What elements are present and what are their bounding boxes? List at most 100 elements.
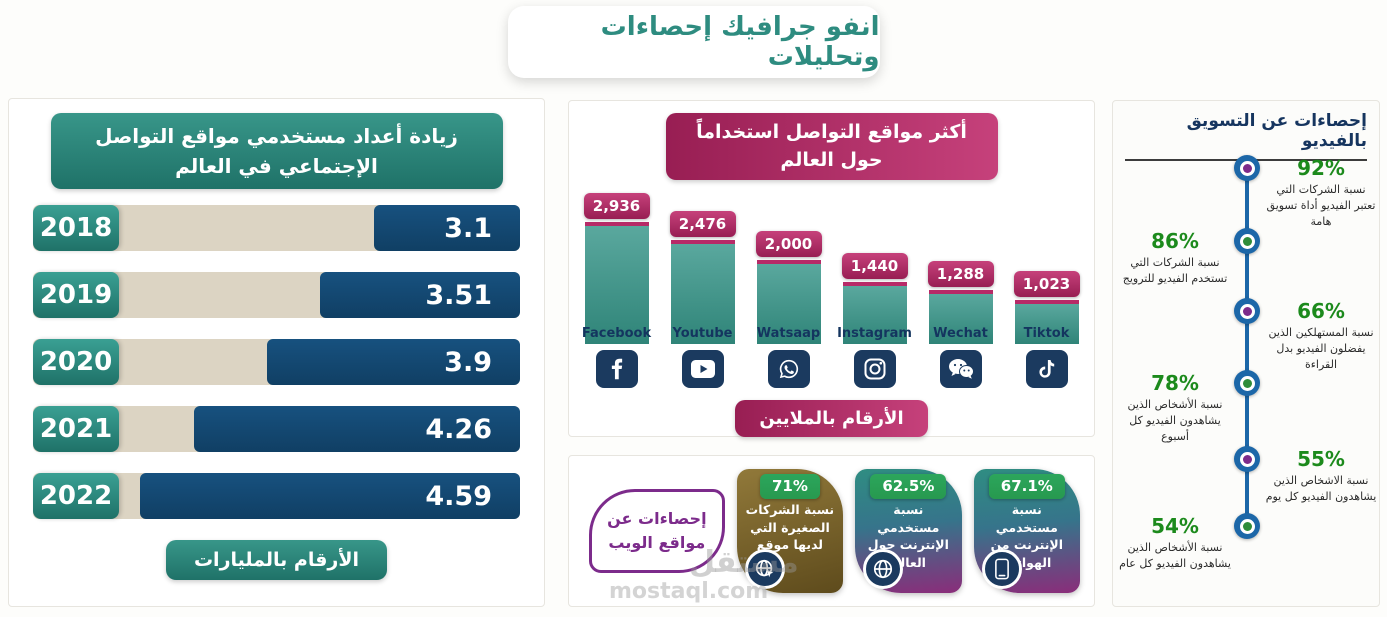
video-stat-pct: 66% — [1297, 299, 1345, 323]
growth-bar-row: 3.1 2018 — [33, 205, 520, 251]
growth-bar-value: 4.26 — [425, 413, 492, 445]
platform-name: Watsaap — [756, 326, 821, 342]
video-stat-pct: 86% — [1151, 229, 1199, 253]
video-stat-item: 66% نسبة المستهلكين الذين يفضلون الفيديو… — [1265, 299, 1377, 373]
tiktok-icon — [1025, 350, 1068, 389]
timeline-node — [1234, 370, 1260, 396]
timeline-node-ring — [1239, 375, 1255, 391]
web-stat-pct-badge: 62.5% — [870, 474, 947, 499]
growth-bars: 3.1 2018 3.51 2019 3.9 2020 4.26 2021 — [9, 189, 544, 519]
platform-name: Wechat — [933, 326, 988, 342]
web-stat-text: نسبة الشركات الصغيرة التي لديها موقع — [745, 502, 835, 552]
web-stat-pct-badge: 67.1% — [988, 474, 1065, 499]
growth-bar-row: 3.9 2020 — [33, 339, 520, 385]
video-stat-pct: 92% — [1297, 156, 1345, 180]
video-stat-pct: 55% — [1297, 447, 1345, 471]
video-stat-desc: نسبة الشركات التي تستخدم الفيديو للترويج — [1122, 256, 1228, 285]
platforms-chart-title: أكثر مواقع التواصل استخداماً حول العالم — [665, 113, 998, 181]
timeline-node-dot — [1242, 521, 1252, 531]
web-stats-label: إحصاءات عن مواقع الويب — [589, 489, 725, 573]
growth-bar-fill: 3.9 — [266, 339, 520, 385]
growth-bar-row: 4.26 2021 — [33, 406, 520, 452]
web-stat-pct-badge: 71% — [759, 474, 820, 499]
youtube-icon — [681, 350, 724, 389]
platform-name: Facebook — [581, 326, 652, 342]
platforms-chart-panel: أكثر مواقع التواصل استخداماً حول العالم … — [568, 100, 1095, 438]
instagram-icon — [853, 350, 896, 389]
video-stat-desc: نسبة المستهلكين الذين يفضلون الفيديو بدل… — [1268, 326, 1374, 371]
web-stat-card: 62.5% نسبة مستخدمي الإنترنت حول العالم — [855, 469, 962, 593]
platform-bar: Tiktok — [1014, 304, 1079, 345]
video-stat-item: 86% نسبة الشركات التي تستخدم الفيديو للت… — [1119, 229, 1231, 287]
growth-bar-fill: 3.51 — [320, 272, 520, 318]
platform-column: 2,936 Facebook — [581, 193, 652, 389]
growth-bar-value: 3.51 — [425, 279, 492, 311]
video-stat-pct: 54% — [1151, 514, 1199, 538]
platform-column: 1,440 Instagram — [837, 253, 912, 389]
platform-value-badge: 2,476 — [669, 211, 736, 238]
timeline-node — [1234, 228, 1260, 254]
platform-bar: Youtube — [670, 244, 735, 345]
timeline-node-dot — [1242, 306, 1252, 316]
video-stat-item: 54% نسبة الأشخاص الذين يشاهدون الفيديو ك… — [1119, 514, 1231, 572]
growth-bar-value: 3.9 — [444, 346, 492, 378]
timeline-node — [1234, 446, 1260, 472]
video-stat-desc: نسبة الاشخاص الذين يشاهدون الفيديو كل يو… — [1265, 474, 1377, 503]
web-stats-row: إحصاءات عن مواقع الويب 71% نسبة الشركات … — [569, 456, 1094, 606]
growth-bar-fill: 3.1 — [373, 205, 520, 251]
platform-stripe — [584, 222, 649, 227]
growth-chart-panel: زيادة أعداد مستخدمي مواقع التواصل الإجتم… — [8, 98, 545, 607]
growth-year-chip: 2020 — [33, 339, 119, 385]
timeline-node-ring — [1239, 233, 1255, 249]
timeline-node-ring — [1239, 303, 1255, 319]
platform-name: Youtube — [672, 326, 733, 342]
timeline-node — [1234, 513, 1260, 539]
platform-value-badge: 1,288 — [927, 261, 994, 288]
platform-column: 1,288 Wechat — [927, 261, 994, 389]
growth-unit-badge: الأرقام بالمليارات — [165, 540, 388, 580]
video-stat-item: 55% نسبة الاشخاص الذين يشاهدون الفيديو ك… — [1265, 447, 1377, 505]
growth-year-chip: 2022 — [33, 473, 119, 519]
platform-stripe — [670, 240, 735, 245]
timeline-node-dot — [1242, 378, 1252, 388]
growth-bar-value: 4.59 — [425, 480, 492, 512]
platform-bar: Wechat — [928, 294, 993, 345]
platforms-unit-badge: الأرقام بالملايين — [735, 400, 928, 438]
facebook-icon — [595, 350, 638, 389]
video-stat-desc: نسبة الأشخاص الذين يشاهدون الفيديو كل عا… — [1119, 541, 1231, 570]
video-stat-item: 92% نسبة الشركات التي تعتبر الفيديو أداة… — [1265, 156, 1377, 230]
platform-stripe — [1014, 300, 1079, 305]
video-stats-title: إحصاءات عن التسويق بالفيديو — [1125, 111, 1367, 161]
growth-bar-row: 4.59 2022 — [33, 473, 520, 519]
platform-name: Instagram — [837, 326, 912, 342]
video-stat-item: 78% نسبة الأشخاص الذين يشاهدون الفيديو ك… — [1119, 371, 1231, 445]
platform-column: 2,000 Watsaap — [755, 231, 822, 389]
platform-stripe — [756, 260, 821, 265]
timeline-node-dot — [1242, 454, 1252, 464]
video-stat-pct: 78% — [1151, 371, 1199, 395]
timeline-node — [1234, 298, 1260, 324]
video-stats-panel: إحصاءات عن التسويق بالفيديو 92% نسبة الش… — [1112, 100, 1380, 607]
timeline-node-dot — [1242, 236, 1252, 246]
globe-icon — [863, 549, 904, 589]
platform-value-badge: 2,000 — [755, 231, 822, 258]
whatsapp-icon — [767, 350, 810, 389]
platform-bar: Watsaap — [756, 264, 821, 345]
wechat-icon — [939, 350, 982, 389]
platform-stripe — [842, 282, 907, 287]
platform-name: Tiktok — [1023, 326, 1070, 342]
web-stat-card: 67.1% نسبة مستخدمي الإنترنت من الهواتف — [973, 469, 1080, 593]
timeline-node-ring — [1239, 451, 1255, 467]
growth-year-chip: 2021 — [33, 406, 119, 452]
timeline-node — [1234, 155, 1260, 181]
platform-stripe — [928, 290, 993, 295]
platform-value-badge: 1,023 — [1013, 271, 1080, 298]
website-icon — [744, 549, 785, 589]
video-stat-desc: نسبة الأشخاص الذين يشاهدون الفيديو كل أس… — [1127, 398, 1223, 443]
web-stats-panel: إحصاءات عن مواقع الويب 71% نسبة الشركات … — [568, 455, 1095, 607]
platform-bar: Facebook — [581, 226, 652, 345]
growth-bar-row: 3.51 2019 — [33, 272, 520, 318]
growth-chart-title: زيادة أعداد مستخدمي مواقع التواصل الإجتم… — [50, 113, 503, 189]
timeline-node-dot — [1242, 163, 1252, 173]
growth-year-chip: 2019 — [33, 272, 119, 318]
